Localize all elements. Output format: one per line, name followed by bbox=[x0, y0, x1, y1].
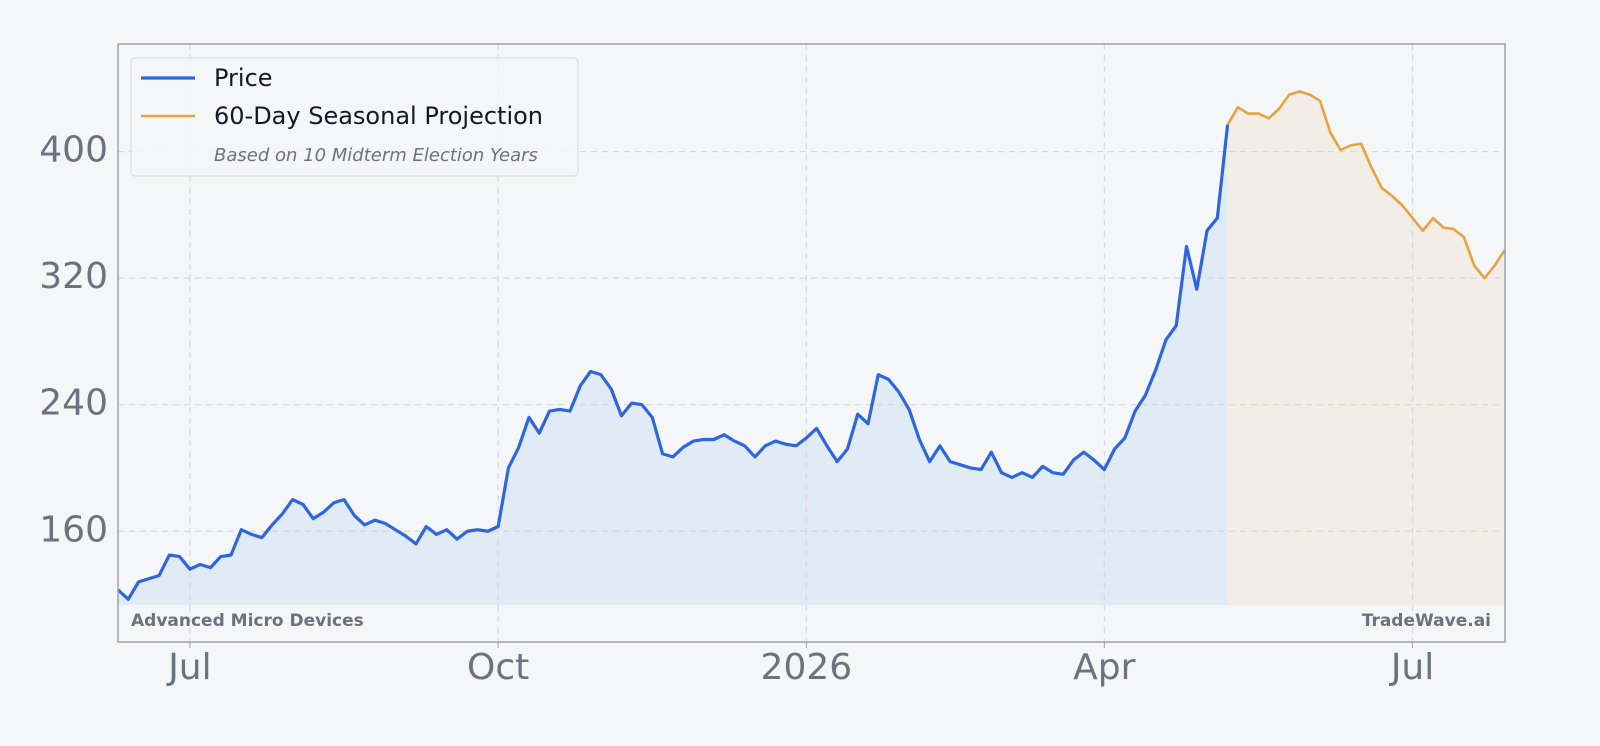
x-tick-label: Apr bbox=[1073, 647, 1135, 688]
legend-label: Price bbox=[214, 64, 273, 92]
y-tick-label: 400 bbox=[39, 130, 108, 171]
annotation: Advanced Micro Devices bbox=[131, 611, 364, 631]
y-tick-label: 160 bbox=[39, 509, 108, 550]
x-tick-label: Oct bbox=[467, 647, 529, 688]
plot-frame bbox=[117, 43, 1506, 643]
legend-note: Based on 10 Midterm Election Years bbox=[214, 145, 538, 166]
legend: Price 60-Day Seasonal Projection Based on … bbox=[130, 57, 579, 177]
x-tick-label: Jul bbox=[1389, 647, 1434, 688]
line bbox=[1226, 90, 1507, 280]
legend-box bbox=[130, 57, 579, 177]
area bbox=[1227, 91, 1505, 606]
area bbox=[118, 124, 1228, 606]
y-tick-label: 320 bbox=[39, 256, 108, 297]
line bbox=[116, 124, 1230, 601]
x-tick-label: 2026 bbox=[761, 647, 853, 688]
legend-label: 60-Day Seasonal Projection bbox=[214, 102, 543, 130]
annotation: TradeWave.ai bbox=[1362, 611, 1491, 631]
y-tick-label: 240 bbox=[39, 383, 108, 424]
x-tick-label: Jul bbox=[166, 647, 211, 688]
